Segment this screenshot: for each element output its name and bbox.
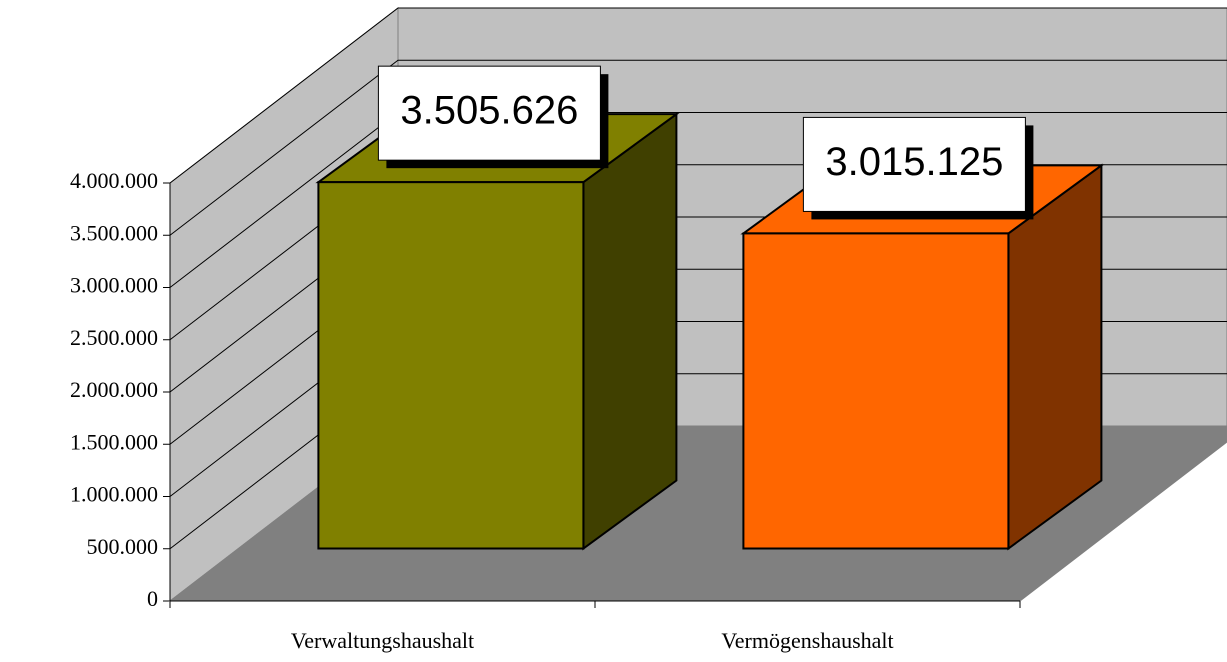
y-tick-label: 500.000 <box>87 534 159 559</box>
value-label: 3.505.626 <box>400 89 578 133</box>
y-tick-label: 1.500.000 <box>70 429 158 454</box>
bar <box>317 181 585 550</box>
bar <box>742 232 1010 550</box>
value-label-box <box>377 65 601 161</box>
y-tick-label: 1.000.000 <box>70 482 158 507</box>
value-label: 3.015.125 <box>825 140 1003 184</box>
y-tick-label: 3.000.000 <box>70 273 158 298</box>
value-label-box <box>802 116 1026 212</box>
y-tick-label: 0 <box>147 586 158 611</box>
bar-side <box>582 112 678 551</box>
x-tick-label: Verwaltungshaushalt <box>291 628 474 653</box>
x-tick-label: Vermögenshaushalt <box>721 628 893 653</box>
grid-line <box>169 59 1227 236</box>
y-tick-label: 2.500.000 <box>70 325 158 350</box>
y-tick-label: 2.000.000 <box>70 377 158 402</box>
y-tick-label: 3.500.000 <box>70 220 158 245</box>
y-tick-label: 4.000.000 <box>70 168 158 193</box>
grid-line <box>169 7 1227 184</box>
